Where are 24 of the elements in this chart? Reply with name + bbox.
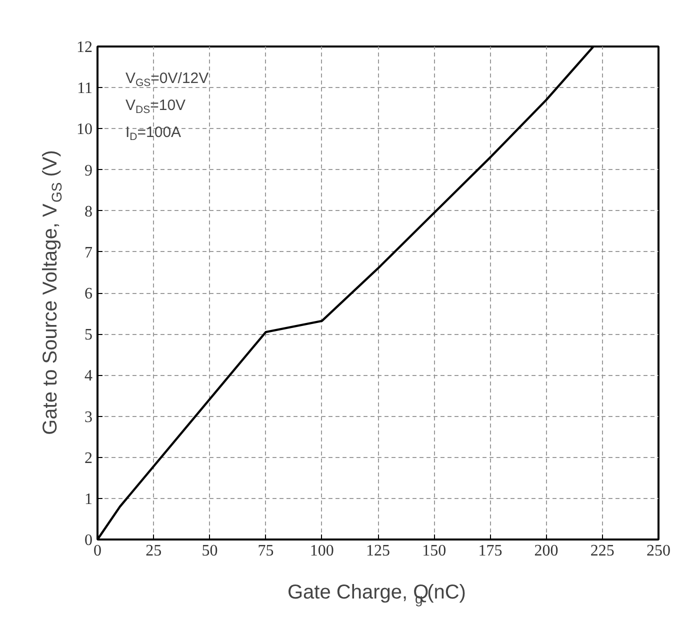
- y-tick-label: 3: [84, 408, 92, 426]
- x-tick-label: 75: [258, 542, 274, 560]
- y-tick-label: 2: [84, 450, 92, 467]
- x-tick-label: 200: [534, 542, 558, 560]
- y-tick-label: 7: [84, 244, 92, 262]
- x-tick-label: 100: [310, 542, 334, 560]
- x-tick-label: 125: [366, 542, 390, 560]
- y-tick-label: 1: [84, 490, 92, 508]
- x-tick-label: 175: [478, 542, 502, 560]
- y-tick-label: 11: [77, 80, 92, 98]
- x-tick-label: 50: [202, 542, 218, 560]
- x-tick-label: 150: [422, 542, 446, 560]
- x-tick-label: 25: [146, 542, 162, 560]
- y-tick-label: 12: [76, 39, 92, 56]
- y-tick-label: 8: [84, 203, 92, 220]
- y-axis-title: Gate to Source Voltage, VGS (V): [40, 150, 64, 435]
- x-tick-label: 225: [590, 542, 614, 560]
- y-tick-label: 0: [84, 532, 92, 549]
- y-tick-label: 6: [84, 286, 92, 302]
- y-tick-label: 4: [84, 368, 92, 385]
- x-tick-label: 250: [646, 542, 670, 560]
- y-tick-label: 10: [76, 121, 92, 138]
- y-tick-label: 9: [84, 162, 92, 180]
- y-tick-label: 5: [84, 326, 92, 344]
